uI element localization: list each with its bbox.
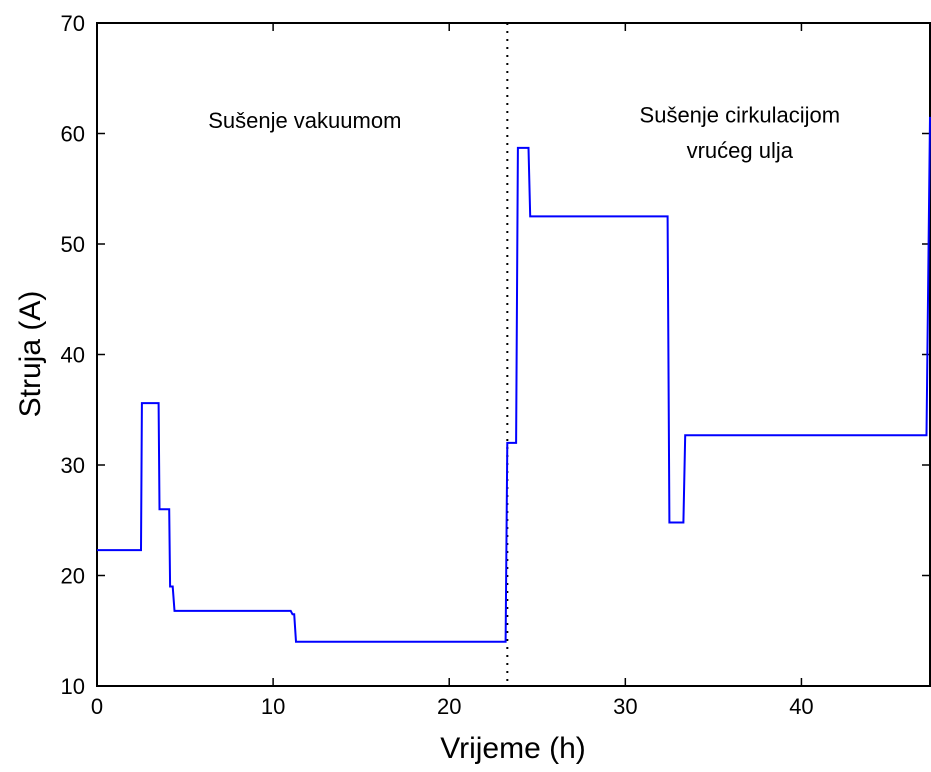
y-tick-label: 40 — [61, 343, 85, 368]
x-tick-label: 10 — [261, 694, 285, 719]
y-axis-label: Struja (A) — [14, 291, 47, 418]
series-line — [97, 116, 931, 643]
y-tick-label: 60 — [61, 122, 85, 147]
y-tick-label: 10 — [61, 674, 85, 699]
x-tick-label: 20 — [437, 694, 461, 719]
y-tick-label: 30 — [61, 453, 85, 478]
x-axis-label: Vrijeme (h) — [440, 732, 586, 765]
x-tick-label: 40 — [789, 694, 813, 719]
y-tick-label: 50 — [61, 232, 85, 257]
y-tick-label: 70 — [61, 11, 85, 36]
annotation-text: vrućeg ulja — [687, 138, 794, 163]
y-tick-label: 20 — [61, 564, 85, 589]
annotations: Sušenje vakuumom Sušenje cirkulacijom vruć… — [208, 102, 840, 162]
x-tick-label: 30 — [613, 694, 637, 719]
annotation-text: Sušenje vakuumom — [208, 108, 401, 133]
axis-ticks — [96, 22, 930, 687]
x-tick-label: 0 — [91, 694, 103, 719]
annotation-text: Sušenje cirkulacijom — [640, 102, 841, 127]
